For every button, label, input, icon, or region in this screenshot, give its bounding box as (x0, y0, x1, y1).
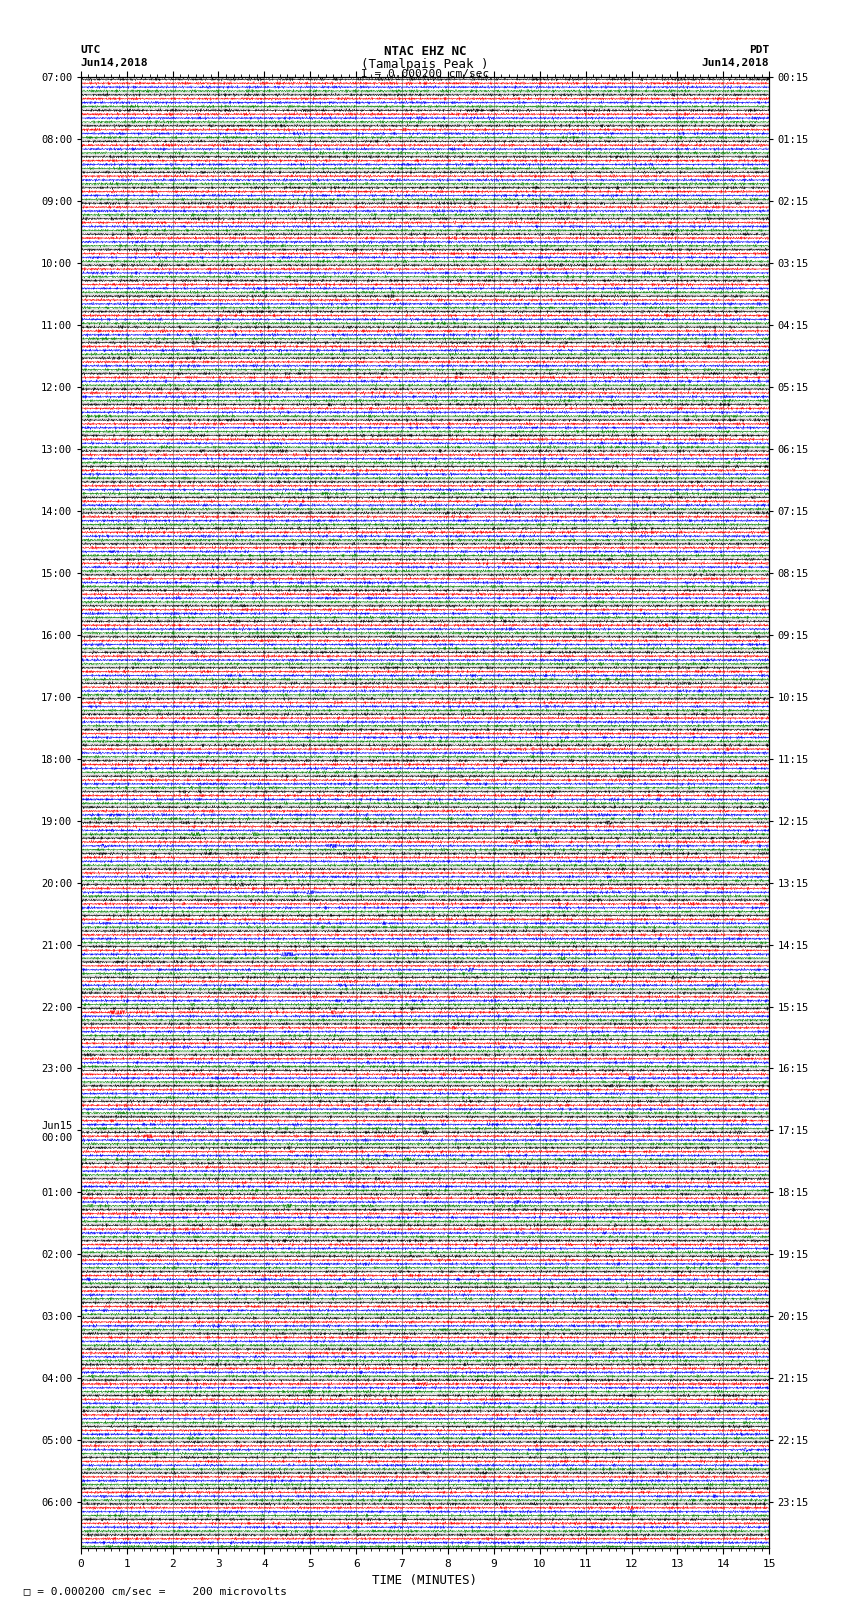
Text: NTAC EHZ NC: NTAC EHZ NC (383, 45, 467, 58)
Text: PDT: PDT (749, 45, 769, 55)
Text: □ = 0.000200 cm/sec =    200 microvolts: □ = 0.000200 cm/sec = 200 microvolts (17, 1587, 287, 1597)
Text: Jun14,2018: Jun14,2018 (702, 58, 769, 68)
X-axis label: TIME (MINUTES): TIME (MINUTES) (372, 1574, 478, 1587)
Text: I = 0.000200 cm/sec: I = 0.000200 cm/sec (361, 69, 489, 79)
Text: (Tamalpais Peak ): (Tamalpais Peak ) (361, 58, 489, 71)
Text: UTC: UTC (81, 45, 101, 55)
Text: Jun14,2018: Jun14,2018 (81, 58, 148, 68)
